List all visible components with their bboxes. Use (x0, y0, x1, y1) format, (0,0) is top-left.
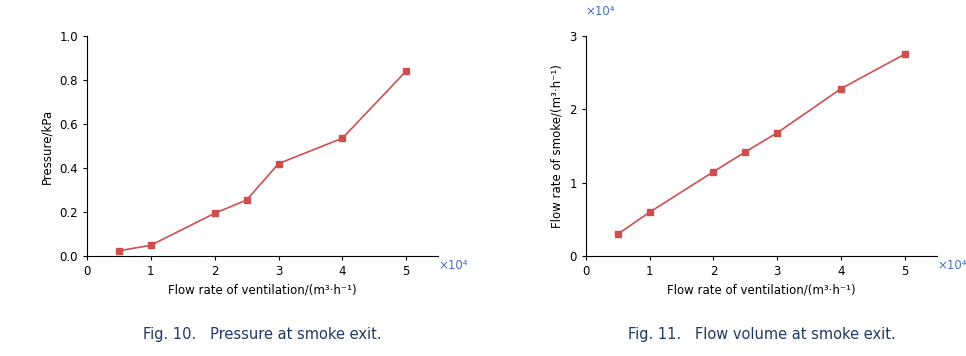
Y-axis label: Pressure/kPa: Pressure/kPa (41, 108, 54, 184)
X-axis label: Flow rate of ventilation/(m³·h⁻¹): Flow rate of ventilation/(m³·h⁻¹) (168, 284, 356, 297)
X-axis label: Flow rate of ventilation/(m³·h⁻¹): Flow rate of ventilation/(m³·h⁻¹) (668, 284, 856, 297)
Text: Fig. 10.   Pressure at smoke exit.: Fig. 10. Pressure at smoke exit. (143, 327, 382, 342)
Text: ×10⁴: ×10⁴ (937, 258, 966, 272)
Text: ×10⁴: ×10⁴ (585, 5, 615, 18)
Text: ×10⁴: ×10⁴ (439, 258, 468, 272)
Text: Fig. 11.   Flow volume at smoke exit.: Fig. 11. Flow volume at smoke exit. (628, 327, 895, 342)
Y-axis label: Flow rate of smoke/(m³·h⁻¹): Flow rate of smoke/(m³·h⁻¹) (551, 64, 564, 228)
